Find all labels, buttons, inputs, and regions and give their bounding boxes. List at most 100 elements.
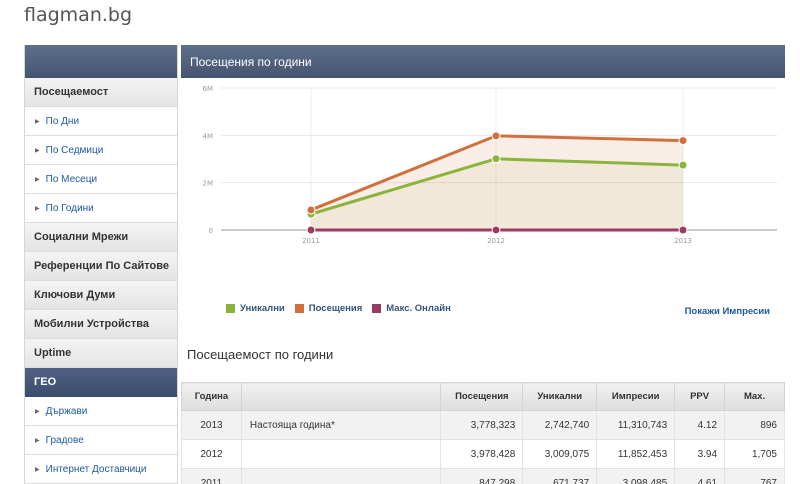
visits-chart-svg: 0 2M 4M 6M 2011 2012 2013: [203, 85, 777, 245]
legend-label: Уникални: [240, 303, 285, 314]
cell-impressions: 3,098,485: [596, 468, 676, 484]
sidebar-item-label: Мобилни Устройства: [34, 318, 149, 330]
sidebar-item-label: По Месеци: [45, 173, 98, 185]
y-tick-label: 0: [209, 227, 213, 235]
y-tick-label: 2M: [203, 180, 214, 188]
sidebar-item-label: По Години: [45, 202, 94, 214]
x-tick-label: 2012: [487, 237, 505, 245]
legend-item[interactable]: Уникални: [226, 303, 285, 314]
cell-year: 2012: [181, 439, 242, 469]
y-tick-label: 6M: [203, 85, 214, 93]
table-row: 2013 Настояща година* 3,778,323 2,742,740 11…: [181, 410, 785, 440]
sidebar-item-9[interactable]: Uptime: [25, 339, 177, 368]
cell-ppv: 3.94: [674, 439, 726, 469]
sidebar-item-label: Интернет Доставчици: [45, 463, 147, 475]
cell-year: 2011: [181, 468, 242, 484]
legend-swatch: [372, 304, 382, 313]
legend-label: Посещения: [308, 303, 363, 314]
cell-description: Настояща година*: [240, 410, 442, 440]
sidebar-item-3[interactable]: ▶ По Месеци: [25, 165, 177, 194]
col-uniques[interactable]: Уникални: [522, 382, 598, 411]
cell-year: 2013: [181, 410, 242, 440]
bullet-arrow-icon: ▶: [35, 466, 40, 473]
sidebar-item-label: По Дни: [45, 115, 80, 127]
cell-visits: 3,778,323: [440, 410, 524, 440]
cell-visits: 847,298: [440, 468, 524, 484]
table-row: 2011 847,298 671,737 3,098,485 4.61 767: [181, 468, 785, 484]
cell-max: 1,705: [724, 439, 785, 469]
cell-visits: 3,978,428: [440, 439, 524, 469]
data-point: [491, 225, 501, 235]
sidebar-item-label: Uptime: [34, 347, 72, 359]
cell-uniques: 3,009,075: [522, 439, 598, 469]
bullet-arrow-icon: ▶: [35, 408, 40, 415]
cell-uniques: 2,742,740: [522, 410, 598, 440]
main-panel: Посещения по години 0 2M 4M 6M 2011 2012 2013 …: [181, 45, 785, 484]
sidebar-item-label: ГЕО: [34, 376, 57, 388]
cell-impressions: 11,310,743: [596, 410, 676, 440]
yearly-stats-table: Година Посещения Уникални Импресии PPV M…: [181, 382, 785, 484]
sidebar-item-7[interactable]: Ключови Думи: [25, 281, 177, 310]
cell-ppv: 4.12: [674, 410, 726, 440]
bullet-arrow-icon: ▶: [35, 147, 40, 154]
sidebar-item-12[interactable]: ▶ Градове: [25, 426, 177, 455]
bullet-arrow-icon: ▶: [35, 437, 40, 444]
site-title: flagman.bg: [24, 4, 133, 26]
sidebar-item-11[interactable]: ▶ Държави: [25, 397, 177, 426]
panel-title-text: Посещения по години: [190, 54, 312, 69]
data-point: [306, 205, 316, 215]
legend-label: Макс. Онлайн: [386, 303, 451, 314]
data-point: [678, 225, 688, 235]
legend-swatch: [226, 304, 235, 313]
sidebar-item-4[interactable]: ▶ По Години: [25, 194, 177, 223]
sidebar-header: [25, 45, 177, 78]
sidebar-item-5[interactable]: Социални Мрежи: [25, 223, 177, 252]
bullet-arrow-icon: ▶: [35, 118, 40, 125]
panel-title: Посещения по години: [181, 45, 785, 78]
x-tick-label: 2011: [302, 237, 320, 245]
col-ppv[interactable]: PPV: [674, 382, 726, 411]
section-title: Посещаемост по години: [187, 347, 334, 362]
sidebar-item-label: Социални Мрежи: [34, 231, 129, 243]
cell-description: [240, 468, 442, 484]
sidebar-menu: Посещаемост ▶ По Дни ▶ По Седмици ▶ По Месеци ▶…: [25, 78, 177, 484]
data-point: [491, 131, 501, 141]
sidebar-item-label: По Седмици: [45, 144, 104, 156]
legend-item[interactable]: Посещения: [294, 303, 363, 314]
series-area: [311, 158, 683, 230]
sidebar: Посещаемост ▶ По Дни ▶ По Седмици ▶ По Месеци ▶…: [24, 45, 178, 484]
cell-max: 767: [724, 468, 785, 484]
visits-chart: 0 2M 4M 6M 2011 2012 2013: [181, 78, 785, 278]
data-point: [306, 225, 316, 235]
sidebar-item-8[interactable]: Мобилни Устройства: [25, 310, 177, 339]
legend-item[interactable]: Макс. Онлайн: [372, 303, 451, 314]
col-impressions[interactable]: Импресии: [596, 382, 676, 411]
cell-description: [240, 439, 442, 469]
sidebar-item-6[interactable]: Референции По Сайтове: [25, 252, 177, 281]
col-description: [240, 382, 442, 411]
col-visits[interactable]: Посещения: [440, 382, 524, 411]
sidebar-item-label: Ключови Думи: [34, 289, 116, 301]
sidebar-item-10[interactable]: ГЕО: [25, 368, 177, 397]
col-max[interactable]: Max.: [724, 382, 785, 411]
bullet-arrow-icon: ▶: [35, 176, 40, 183]
chart-legend: Уникални Посещения Макс. Онлайн: [226, 303, 451, 314]
data-point: [678, 136, 688, 146]
cell-ppv: 4.61: [674, 468, 726, 484]
cell-impressions: 11,852,453: [596, 439, 676, 469]
sidebar-item-1[interactable]: ▶ По Дни: [25, 107, 177, 136]
sidebar-item-label: Референции По Сайтове: [34, 260, 169, 272]
sidebar-item-13[interactable]: ▶ Интернет Доставчици: [25, 455, 177, 484]
bullet-arrow-icon: ▶: [35, 205, 40, 212]
y-tick-label: 4M: [203, 132, 214, 140]
legend-swatch: [294, 304, 304, 313]
sidebar-item-2[interactable]: ▶ По Седмици: [25, 136, 177, 165]
data-point: [678, 160, 688, 170]
show-impressions-link[interactable]: Покажи Импресии: [684, 306, 770, 317]
sidebar-item-label: Градове: [45, 434, 84, 446]
col-year[interactable]: Година: [181, 382, 242, 411]
table-row: 2012 3,978,428 3,009,075 11,852,453 3.94 1,70…: [181, 439, 785, 469]
sidebar-item-0[interactable]: Посещаемост: [25, 78, 177, 107]
series-area: [311, 135, 683, 230]
x-tick-label: 2013: [674, 237, 692, 245]
